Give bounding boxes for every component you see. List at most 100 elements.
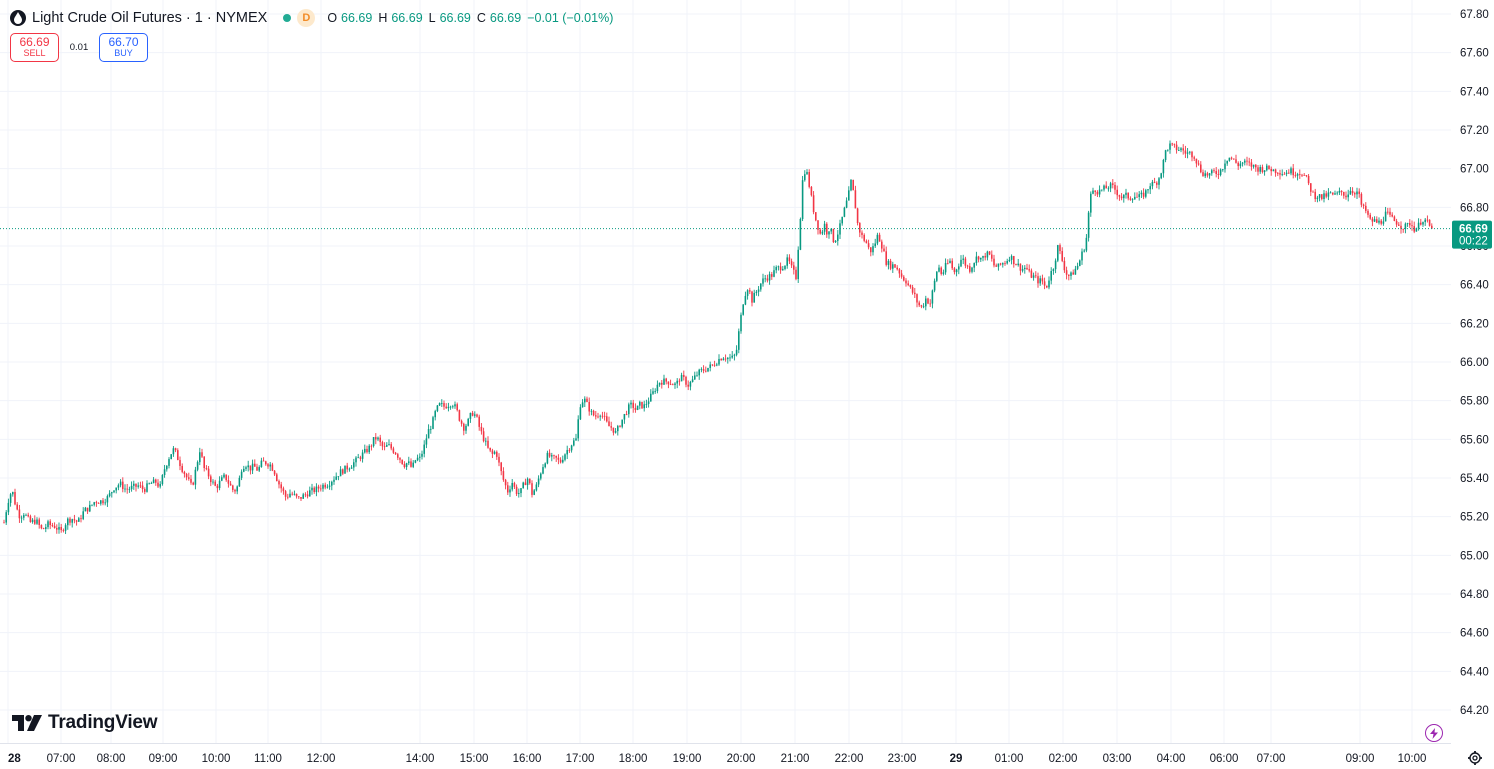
candle-body <box>1316 197 1319 200</box>
candle-body <box>652 391 654 394</box>
candle-body <box>1270 168 1272 172</box>
candle-body <box>872 246 874 253</box>
candle-body <box>225 474 227 481</box>
candle-body <box>766 278 769 281</box>
candle-body <box>1356 191 1358 195</box>
candle-body <box>1347 194 1349 198</box>
candle-body <box>1039 278 1041 284</box>
candle-body <box>357 457 359 459</box>
candle-body <box>412 462 414 467</box>
time-axis[interactable]: 28 07:00 08:00 09:00 10:00 11:00 12:00 14:00 15:… <box>8 753 1426 765</box>
candle-body <box>291 493 293 495</box>
candle-body <box>755 291 758 293</box>
candle-body <box>973 263 975 268</box>
candle-body <box>223 474 225 478</box>
candle-body <box>1301 174 1303 176</box>
candle-body <box>887 260 890 265</box>
candle-body <box>760 283 762 290</box>
candle-body <box>45 527 47 529</box>
candle-body <box>260 460 263 468</box>
candle-body <box>1307 175 1310 184</box>
candle-body <box>696 375 698 377</box>
candle-body <box>1101 189 1103 191</box>
candle-body <box>584 398 586 403</box>
candle-body <box>185 474 188 478</box>
candle-body <box>1026 267 1028 270</box>
candle-body <box>702 369 705 371</box>
candle-body <box>740 314 742 332</box>
candle-body <box>447 406 450 409</box>
candle-body <box>155 479 157 483</box>
candle-body <box>227 480 230 484</box>
candle-body <box>892 264 894 269</box>
buy-button[interactable]: 66.70 BUY <box>99 33 148 62</box>
candle-body <box>557 457 560 460</box>
candle-body <box>1329 192 1332 194</box>
candle-body <box>1171 143 1173 145</box>
candle-body <box>194 469 197 485</box>
candle-body <box>843 207 846 217</box>
candle-body <box>201 452 203 457</box>
candle-body <box>1002 263 1004 265</box>
candle-body <box>256 466 258 471</box>
close-key: C <box>476 11 486 25</box>
candle-body <box>128 489 131 490</box>
candle-body <box>540 473 542 479</box>
candle-body <box>513 483 516 487</box>
price-tick-label: 64.20 <box>1460 705 1489 717</box>
candle-body <box>106 496 109 503</box>
candle-body <box>663 378 665 385</box>
candle-body <box>502 471 505 480</box>
candle-body <box>210 476 212 483</box>
candle-body <box>639 401 641 406</box>
candle-body <box>416 457 419 461</box>
candle-body <box>1345 195 1347 198</box>
candle-body <box>680 374 683 382</box>
sell-button[interactable]: 66.69 SELL <box>10 33 59 62</box>
candle-body <box>713 364 716 366</box>
candle-body <box>1367 210 1369 215</box>
gear-icon[interactable] <box>1467 750 1483 766</box>
time-tick-label: 09:00 <box>1346 753 1375 765</box>
candle-body <box>1406 223 1409 224</box>
candle-body <box>749 290 751 292</box>
candle-body <box>733 354 736 356</box>
candle-body <box>326 486 329 488</box>
candle-body <box>353 462 355 468</box>
candle-body <box>42 528 45 529</box>
candle-body <box>1006 261 1008 264</box>
candle-body <box>1349 190 1352 195</box>
candle-body <box>509 489 511 493</box>
candle-body <box>1431 225 1433 229</box>
candle-body <box>392 448 395 453</box>
candle-body <box>830 228 832 232</box>
candle-body <box>1081 251 1083 261</box>
candle-body <box>3 522 5 524</box>
symbol-title[interactable]: Light Crude Oil Futures · 1 · NYMEX <box>32 10 268 26</box>
candle-body <box>71 519 73 523</box>
candle-body <box>751 291 753 303</box>
candle-body <box>883 248 885 252</box>
candle-body <box>1272 169 1275 172</box>
candle-body <box>1158 178 1160 185</box>
candle-body <box>773 270 775 277</box>
candle-body <box>588 401 590 412</box>
candle-body <box>1305 175 1308 176</box>
candle-body <box>1252 164 1255 167</box>
price-axis[interactable]: 67.8067.6067.4067.2067.0066.8066.6066.40… <box>1460 9 1489 717</box>
candle-body <box>1149 186 1151 190</box>
candle-body <box>51 525 54 526</box>
interval-badge[interactable]: D <box>297 9 316 27</box>
candle-body <box>425 438 428 445</box>
tradingview-logo[interactable]: TradingView <box>12 712 158 734</box>
candle-body <box>1239 163 1242 167</box>
lightning-icon[interactable] <box>1425 724 1443 742</box>
candle-body <box>1032 275 1035 278</box>
candle-body <box>896 267 898 270</box>
candle-body <box>1290 168 1292 174</box>
candle-body <box>1116 189 1118 196</box>
candle-body <box>1215 171 1217 174</box>
candle-body <box>553 455 555 456</box>
